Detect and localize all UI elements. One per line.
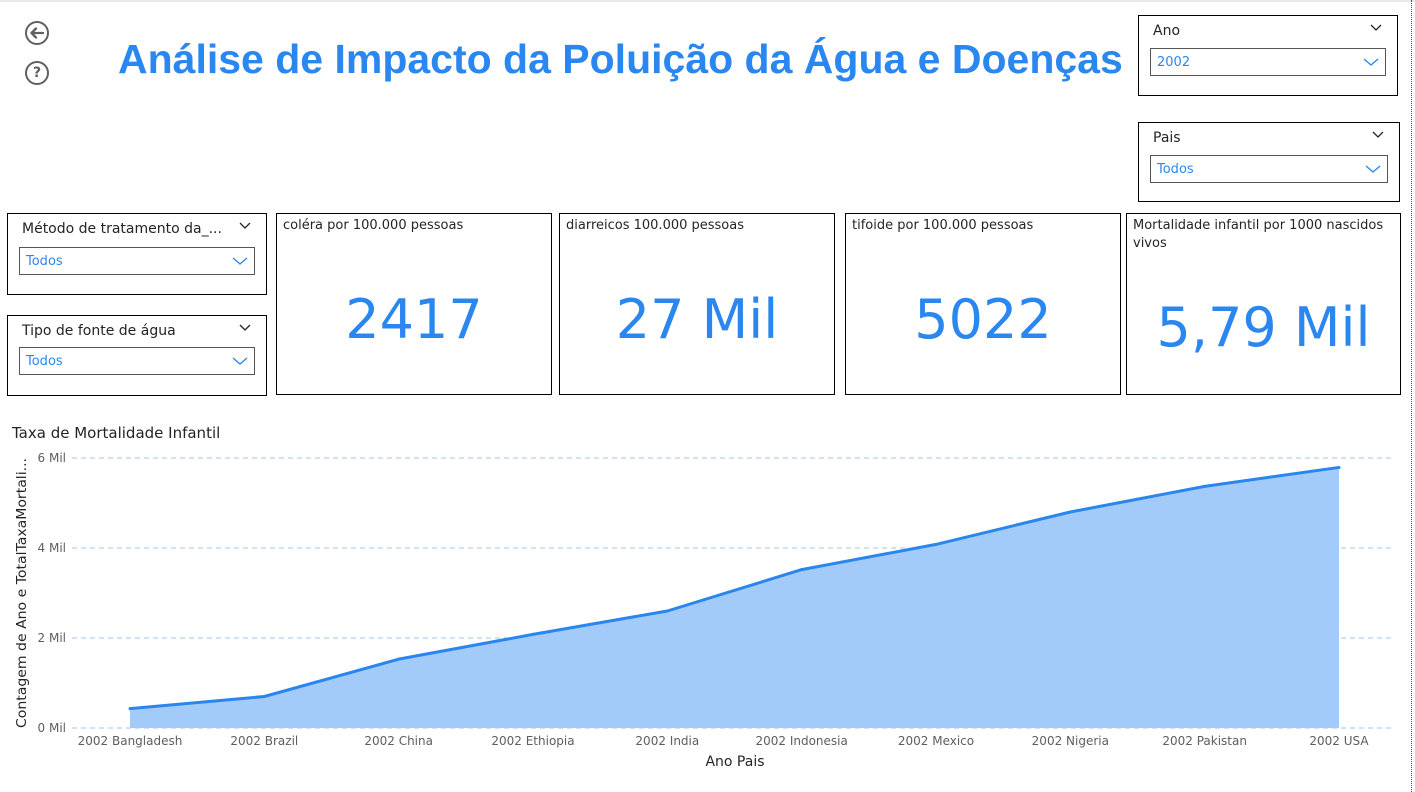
data-point xyxy=(934,542,938,546)
chevron-down-icon[interactable] xyxy=(1363,56,1379,68)
x-tick-label: 2002 Ethiopia xyxy=(491,734,574,748)
slicer-metodo-value: Todos xyxy=(26,254,63,269)
x-tick-label: 2002 Pakistan xyxy=(1162,734,1247,748)
card-tifoide-value: 5022 xyxy=(914,288,1052,351)
card-mortalidade-infantil: Mortalidade infantil por 1000 nascidos v… xyxy=(1126,213,1401,395)
chevron-down-icon[interactable] xyxy=(232,255,248,267)
slicer-ano-dropdown[interactable]: 2002 xyxy=(1150,48,1386,76)
x-tick-label: 2002 USA xyxy=(1309,734,1369,748)
data-point xyxy=(1068,510,1072,514)
y-tick-label: 4 Mil xyxy=(38,541,66,555)
x-tick-label: 2002 Nigeria xyxy=(1032,734,1109,748)
data-point xyxy=(1337,465,1341,469)
slicer-pais-value: Todos xyxy=(1157,162,1194,177)
slicer-metodo-label: Método de tratamento da_... xyxy=(22,221,222,237)
slicer-ano-value: 2002 xyxy=(1157,55,1191,70)
x-axis-label: Ano Pais xyxy=(705,754,764,770)
data-point xyxy=(800,568,804,572)
page-title: Análise de Impacto da Poluição da Água e… xyxy=(118,36,1123,82)
x-tick-label: 2002 India xyxy=(635,734,699,748)
slicer-fonte-label: Tipo de fonte de água xyxy=(22,323,176,339)
x-tick-label: 2002 Brazil xyxy=(230,734,298,748)
slicer-metodo-tratamento[interactable]: Método de tratamento da_... Todos xyxy=(7,213,267,295)
data-point xyxy=(665,609,669,613)
y-tick-label: 6 Mil xyxy=(38,451,66,465)
card-tifoide: tifoide por 100.000 pessoas 5022 xyxy=(845,213,1121,395)
help-icon[interactable]: ? xyxy=(25,61,49,85)
y-tick-label: 0 Mil xyxy=(38,721,66,735)
card-colera-label: coléra por 100.000 pessoas xyxy=(283,218,464,233)
chart-title: Taxa de Mortalidade Infantil xyxy=(12,424,221,442)
card-tifoide-label: tifoide por 100.000 pessoas xyxy=(852,218,1034,233)
chevron-down-icon[interactable] xyxy=(1365,163,1381,175)
chevron-down-icon[interactable] xyxy=(238,322,252,334)
top-border xyxy=(0,0,1415,2)
chevron-down-icon[interactable] xyxy=(232,355,248,367)
area-fill xyxy=(130,467,1339,728)
slicer-fonte-value: Todos xyxy=(26,354,63,369)
slicer-pais-dropdown[interactable]: Todos xyxy=(1150,155,1388,183)
chevron-down-icon[interactable] xyxy=(238,220,252,232)
card-colera-value: 2417 xyxy=(345,288,483,351)
y-axis-label: Contagem de Ano e TotalTaxaMortali... xyxy=(15,458,30,728)
y-tick-label: 2 Mil xyxy=(38,631,66,645)
card-mortalidade-label: Mortalidade infantil por 1000 nascidos v… xyxy=(1133,218,1384,251)
card-diarreicos: diarreicos 100.000 pessoas 27 Mil xyxy=(559,213,835,395)
card-diarreicos-value: 27 Mil xyxy=(615,288,779,351)
data-point xyxy=(1203,484,1207,488)
card-diarreicos-label: diarreicos 100.000 pessoas xyxy=(566,218,745,233)
slicer-metodo-dropdown[interactable]: Todos xyxy=(19,247,255,275)
data-point xyxy=(397,657,401,661)
slicer-fonte-dropdown[interactable]: Todos xyxy=(19,347,255,375)
x-tick-label: 2002 Mexico xyxy=(898,734,974,748)
chevron-down-icon[interactable] xyxy=(1371,129,1385,141)
card-mortalidade-value: 5,79 Mil xyxy=(1156,296,1371,359)
data-point xyxy=(262,695,266,698)
page-edge-divider xyxy=(1411,0,1412,792)
x-tick-label: 2002 Indonesia xyxy=(755,734,847,748)
slicer-ano-label: Ano xyxy=(1153,23,1181,39)
slicer-ano[interactable]: Ano 2002 xyxy=(1138,15,1398,96)
card-colera: coléra por 100.000 pessoas 2417 xyxy=(276,213,552,395)
series-line xyxy=(129,465,1340,711)
data-point xyxy=(531,632,535,636)
back-arrow-icon[interactable] xyxy=(25,21,49,45)
data-point xyxy=(128,707,132,711)
slicer-pais-label: Pais xyxy=(1153,130,1181,146)
x-tick-label: 2002 China xyxy=(364,734,433,748)
slicer-tipo-fonte-agua[interactable]: Tipo de fonte de água Todos xyxy=(7,315,267,396)
x-tick-label: 2002 Bangladesh xyxy=(78,734,183,748)
chevron-down-icon[interactable] xyxy=(1369,22,1383,34)
area-chart: 0 Mil 2 Mil 4 Mil 6 Mil 2002 Bangladesh 2002 … xyxy=(15,451,1393,770)
slicer-pais[interactable]: Pais Todos xyxy=(1138,122,1400,202)
